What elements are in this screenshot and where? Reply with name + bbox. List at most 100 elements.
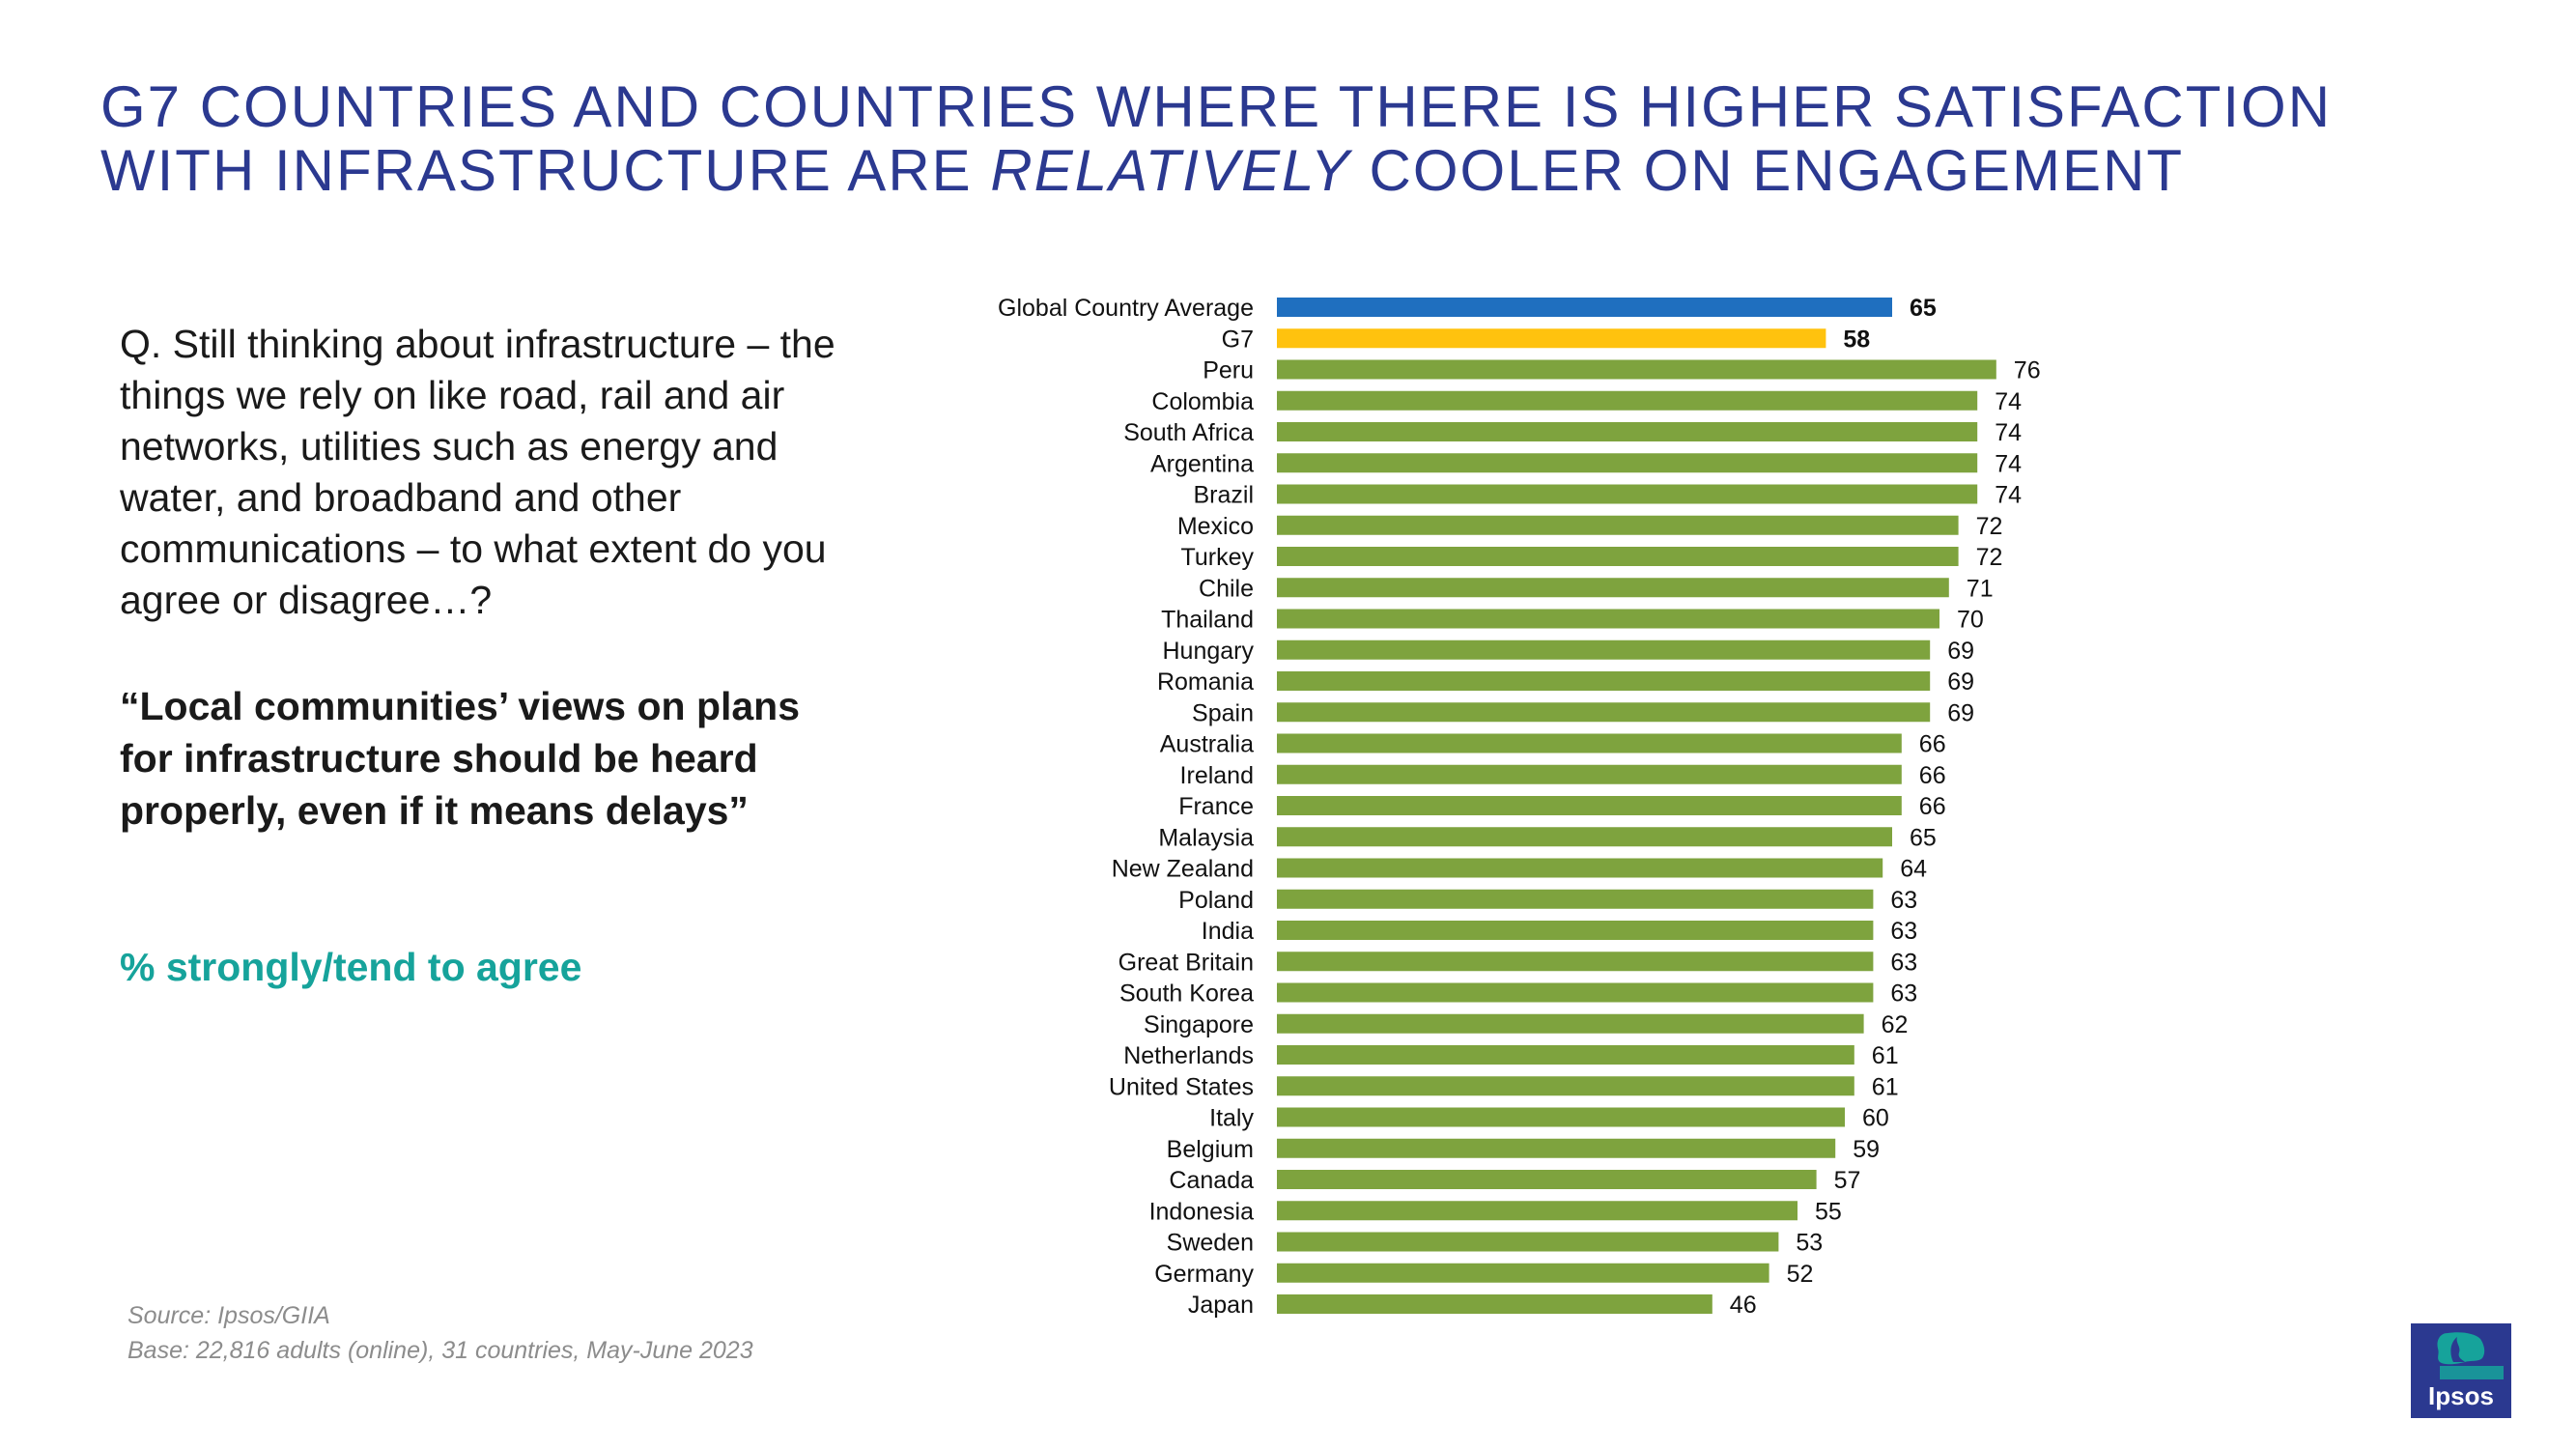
category-label-brazil: Brazil [1193, 482, 1254, 509]
bar-thailand [1277, 609, 1939, 629]
bar-new-zealand [1277, 858, 1883, 878]
bar-g7 [1277, 328, 1826, 349]
category-label-turkey: Turkey [1181, 544, 1255, 571]
category-label-australia: Australia [1160, 731, 1254, 758]
value-label-chile: 71 [1967, 575, 1994, 602]
category-label-france: France [1178, 793, 1254, 820]
measure-label: % strongly/tend to agree [120, 945, 582, 989]
value-label-g7: 58 [1843, 326, 1870, 353]
value-label-argentina: 74 [1995, 450, 2022, 477]
category-label-south-korea: South Korea [1119, 980, 1254, 1008]
category-label-new-zealand: New Zealand [1112, 856, 1254, 883]
value-label-colombia: 74 [1995, 388, 2022, 415]
value-label-spain: 69 [1947, 699, 1974, 726]
title-line-2-start: WITH INFRASTRUCTURE ARE [100, 138, 991, 203]
bar-argentina [1277, 453, 1978, 473]
category-label-india: India [1202, 918, 1254, 945]
category-label-united-states: United States [1109, 1073, 1254, 1100]
value-label-global-country-average: 65 [1910, 295, 1937, 322]
category-label-malaysia: Malaysia [1158, 824, 1254, 851]
value-label-singapore: 62 [1882, 1011, 1909, 1038]
survey-question: Q. Still thinking about infrastructure –… [120, 322, 835, 622]
value-label-great-britain: 63 [1890, 949, 1917, 976]
value-label-hungary: 69 [1947, 638, 1974, 665]
value-label-japan: 46 [1730, 1292, 1757, 1319]
value-label-malaysia: 65 [1910, 824, 1937, 851]
bar-ireland [1277, 764, 1902, 784]
value-label-indonesia: 55 [1815, 1198, 1842, 1225]
value-label-romania: 69 [1947, 668, 1974, 696]
value-label-new-zealand: 64 [1900, 856, 1927, 883]
title-emphasis: RELATIVELY [990, 138, 1351, 203]
value-label-canada: 57 [1834, 1167, 1861, 1194]
value-label-netherlands: 61 [1872, 1042, 1899, 1069]
bar-india [1277, 921, 1874, 940]
bar-italy [1277, 1107, 1845, 1127]
bar-singapore [1277, 1013, 1864, 1034]
bar-brazil [1277, 484, 1978, 504]
bar-japan [1277, 1294, 1713, 1314]
category-label-global-country-average: Global Country Average [998, 295, 1254, 322]
value-label-belgium: 59 [1853, 1136, 1880, 1163]
bar-romania [1277, 671, 1931, 691]
category-label-peru: Peru [1203, 357, 1254, 384]
bar-netherlands [1277, 1045, 1854, 1065]
title-line-1: G7 COUNTRIES AND COUNTRIES WHERE THERE I… [100, 74, 2333, 139]
bar-france [1277, 796, 1902, 815]
category-label-italy: Italy [1209, 1105, 1254, 1132]
slide-title: G7 COUNTRIES AND COUNTRIES WHERE THERE I… [100, 75, 2515, 203]
bar-sweden [1277, 1232, 1779, 1252]
bar-mexico [1277, 515, 1959, 535]
category-label-chile: Chile [1199, 575, 1254, 602]
value-label-italy: 60 [1862, 1105, 1889, 1132]
title-line-2: WITH INFRASTRUCTURE ARE RELATIVELY COOLE… [100, 139, 2515, 203]
value-label-australia: 66 [1919, 731, 1946, 758]
bar-south-africa [1277, 422, 1978, 441]
category-label-mexico: Mexico [1177, 513, 1254, 540]
value-label-mexico: 72 [1976, 513, 2003, 540]
bar-united-states [1277, 1076, 1854, 1096]
category-label-argentina: Argentina [1150, 450, 1254, 477]
bar-colombia [1277, 390, 1978, 411]
source-note: Source: Ipsos/GIIA Base: 22,816 adults (… [127, 1298, 997, 1368]
survey-statement: “Local communities’ views on plans for i… [120, 684, 801, 833]
category-label-netherlands: Netherlands [1123, 1042, 1254, 1069]
value-label-germany: 52 [1787, 1261, 1814, 1288]
bar-south-korea [1277, 982, 1874, 1003]
category-label-hungary: Hungary [1163, 638, 1255, 665]
category-label-singapore: Singapore [1144, 1011, 1254, 1038]
bar-australia [1277, 733, 1902, 753]
category-label-south-africa: South Africa [1123, 419, 1254, 446]
logo-band [2440, 1366, 2504, 1379]
value-label-brazil: 74 [1995, 482, 2022, 509]
value-label-poland: 63 [1890, 887, 1917, 914]
category-label-g7: G7 [1222, 326, 1254, 353]
source-text: Source: Ipsos/GIIA [127, 1302, 330, 1329]
category-label-sweden: Sweden [1167, 1230, 1254, 1257]
bar-peru [1277, 359, 1996, 380]
value-label-south-korea: 63 [1890, 980, 1917, 1008]
bar-canada [1277, 1170, 1817, 1189]
bar-chile [1277, 578, 1949, 598]
value-label-sweden: 53 [1796, 1230, 1823, 1257]
category-label-germany: Germany [1154, 1261, 1254, 1288]
category-label-indonesia: Indonesia [1149, 1198, 1255, 1225]
bar-belgium [1277, 1138, 1836, 1158]
bar-global-country-average [1277, 298, 1892, 317]
bar-spain [1277, 702, 1931, 723]
category-label-ireland: Ireland [1180, 762, 1254, 789]
category-label-poland: Poland [1178, 887, 1254, 914]
logo-wordmark: Ipsos [2428, 1381, 2494, 1410]
bar-malaysia [1277, 827, 1892, 847]
category-label-spain: Spain [1192, 699, 1254, 726]
category-label-thailand: Thailand [1161, 607, 1254, 634]
category-label-japan: Japan [1188, 1292, 1254, 1319]
ipsos-logo: Ipsos [2411, 1323, 2511, 1418]
bar-turkey [1277, 547, 1959, 566]
title-line-2-end: COOLER ON ENGAGEMENT [1350, 138, 2184, 203]
base-text: Base: 22,816 adults (online), 31 countri… [127, 1337, 753, 1364]
bar-indonesia [1277, 1201, 1798, 1221]
value-label-peru: 76 [2014, 357, 2041, 384]
bar-hungary [1277, 639, 1931, 660]
